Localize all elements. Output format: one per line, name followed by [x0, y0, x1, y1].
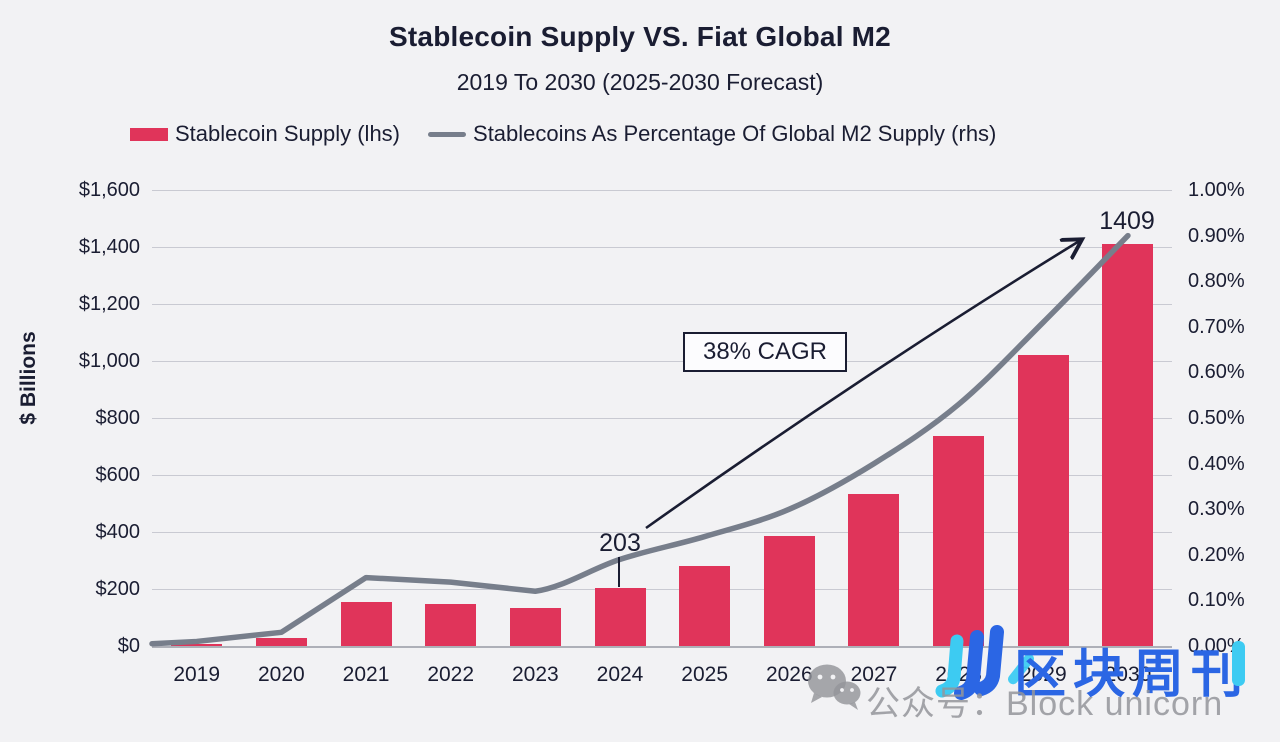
bar-2029 [1017, 355, 1069, 646]
annotation-2024-leader-line [618, 557, 620, 587]
right-axis-tick: 0.00% [1188, 635, 1245, 657]
x-axis-label-2025: 2025 [681, 663, 729, 686]
legend-line-swatch [428, 131, 467, 137]
chart-title: Stablecoin Supply VS. Fiat Global M2 [389, 21, 891, 52]
legend-bar-swatch [130, 127, 168, 141]
left-axis-tick: $200 [95, 578, 141, 600]
block-unicorn-logo-icon [935, 625, 1004, 700]
watermark-account-text: 公众号：Block unicorn [866, 685, 1224, 723]
x-axis-label-2026: 2026 [765, 663, 813, 686]
cagr-arrow-path [645, 240, 1081, 530]
x-axis-label-2020: 2020 [258, 663, 305, 686]
annotation-2030-value: 1409 [1099, 207, 1155, 235]
left-axis-tick: $1,400 [78, 236, 140, 258]
right-axis-tick: 0.80% [1188, 270, 1245, 293]
left-axis-tick: $800 [95, 407, 141, 429]
left-axis-tick: $400 [95, 521, 141, 543]
x-axis-label-2027: 2027 [850, 663, 898, 686]
left-axis-tick: $600 [95, 464, 141, 486]
left-axis-tick: $1,600 [78, 179, 140, 201]
cagr-annotation-box: 38% CAGR [683, 332, 847, 372]
chart-subtitle: 2019 To 2030 (2025-2030 Forecast) [456, 69, 824, 95]
bar-2030 [1102, 244, 1154, 646]
legend-item-label: Stablecoin Supply (lhs) [175, 121, 401, 146]
cagr-label: 38% CAGR [702, 338, 828, 365]
x-axis-label-2024: 2024 [596, 663, 644, 686]
right-axis-tick: 0.60% [1188, 361, 1245, 384]
right-axis-tick: 0.90% [1188, 224, 1245, 247]
right-axis-tick: 0.30% [1188, 498, 1245, 521]
bar-2027 [848, 493, 900, 646]
right-axis-tick: 1.00% [1188, 179, 1245, 201]
bar-2024 [594, 588, 646, 646]
legend-item-label: Stablecoins As Percentage Of Global M2 S… [473, 121, 997, 146]
legend: Stablecoin Supply (lhs) Stablecoins As P… [130, 121, 996, 147]
bar-2026 [763, 535, 815, 646]
watermark-brand-name: 区块周刊 [1014, 646, 1251, 704]
x-axis-label-2030: 2030 [1104, 663, 1152, 686]
right-axis-tick: 0.50% [1188, 407, 1245, 429]
wechat-icon [808, 664, 861, 710]
right-axis-tick: 0.40% [1188, 452, 1245, 475]
legend-item-stablecoin-supply: Stablecoin Supply (lhs) [130, 121, 400, 147]
bar-2020 [255, 638, 307, 646]
gridline [152, 246, 1172, 248]
x-axis-line [152, 645, 1172, 648]
x-axis-label-2021: 2021 [342, 663, 390, 686]
bar-2022 [425, 604, 477, 646]
x-axis-label-2022: 2022 [427, 663, 475, 686]
annotation-2024-value: 203 [599, 529, 641, 557]
left-axis-tick: $1,200 [78, 293, 140, 315]
right-axis-tick: 0.70% [1188, 315, 1245, 338]
legend-item-m2-percentage: Stablecoins As Percentage Of Global M2 S… [428, 121, 996, 147]
x-axis-label-2019: 2019 [173, 663, 221, 686]
bar-2021 [340, 602, 392, 646]
right-axis-tick: 0.20% [1188, 543, 1245, 566]
bar-2019 [171, 643, 223, 646]
x-axis-label-2029: 2029 [1019, 663, 1067, 686]
right-axis-tick: 0.10% [1188, 589, 1245, 612]
bar-2023 [509, 608, 561, 646]
bar-2025 [679, 565, 731, 646]
x-axis-label-2023: 2023 [511, 663, 559, 686]
left-axis-tick: $0 [117, 635, 140, 657]
left-axis-tick: $1,000 [78, 350, 140, 372]
watermark-cyan-accent [1232, 641, 1245, 686]
gridline [152, 189, 1172, 191]
gridline [152, 303, 1172, 305]
